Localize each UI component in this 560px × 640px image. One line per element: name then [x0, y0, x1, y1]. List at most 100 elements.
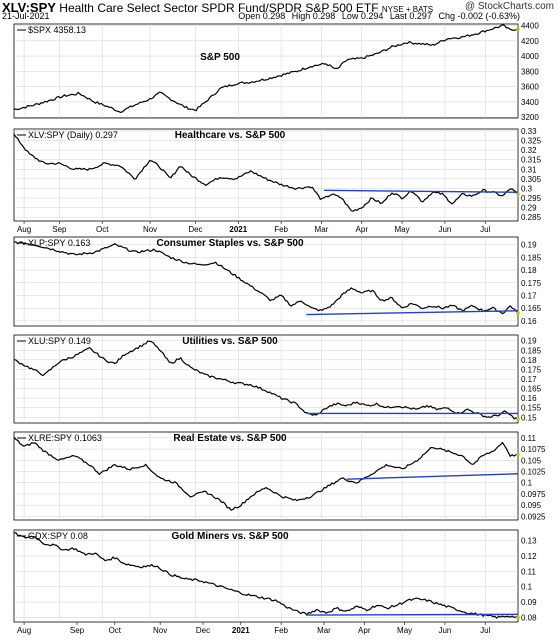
low-value: Low 0.294	[341, 11, 384, 21]
trendline	[323, 189, 519, 193]
x-tick-label: Mar	[317, 626, 331, 635]
y-tick-label: 0.095	[521, 501, 542, 510]
y-tick-label: 0.17	[521, 291, 537, 300]
y-tick-label: 3200	[521, 113, 539, 122]
panel-title: Real Estate vs. S&P 500	[173, 433, 287, 444]
y-tick-label: 0.175	[521, 279, 542, 288]
y-tick-label: 0.1075	[521, 445, 546, 454]
last-value-marker	[516, 417, 520, 421]
high-value: High 0.298	[291, 11, 336, 21]
y-tick-label: 0.175	[521, 365, 542, 374]
trendline	[346, 473, 519, 480]
y-tick-label: 0.18	[521, 266, 537, 275]
y-tick-label: 0.19	[521, 337, 537, 346]
series-line	[13, 436, 519, 511]
x-tick-label: May	[397, 626, 412, 635]
last-value-marker	[516, 311, 520, 316]
panel-title: S&P 500	[200, 52, 240, 63]
y-tick-label: 0.18	[521, 356, 537, 365]
x-tick-label: Jul	[480, 626, 490, 635]
last-value-marker	[516, 26, 520, 31]
x-tick-label: Jun	[438, 626, 451, 635]
x-tick-label: Aug	[17, 225, 31, 234]
open-value: Open 0.298	[238, 11, 286, 21]
series-line	[13, 532, 519, 619]
series-line	[13, 24, 519, 114]
x-tick-label: Oct	[109, 626, 122, 635]
x-tick-label: Mar	[315, 225, 329, 234]
y-tick-label: 0.1	[521, 479, 533, 488]
x-tick-label: Feb	[274, 626, 288, 635]
y-tick-label: 0.0925	[521, 512, 546, 521]
last-value: Last 0.297	[389, 11, 432, 21]
last-value-marker	[516, 192, 520, 196]
y-tick-label: 0.155	[521, 404, 542, 413]
y-tick-label: 0.325	[521, 137, 542, 146]
y-tick-label: 4400	[521, 22, 539, 31]
y-tick-label: 0.11	[521, 434, 537, 443]
trendline	[306, 310, 519, 316]
panel-3: 0.16 0.165 0.17 0.175 0.18 0.185 0.19 XLP:SPY 0…	[13, 236, 542, 327]
x-tick-label: Dec	[196, 626, 210, 635]
y-tick-label: 0.29	[521, 204, 537, 213]
y-tick-label: 0.15	[521, 413, 537, 422]
x-tick-label: Oct	[96, 225, 109, 234]
panel-frame	[13, 529, 519, 623]
panel-title: Utilities vs. S&P 500	[182, 336, 278, 347]
chart-header: XLV:SPY Health Care Select Sector SPDR F…	[0, 0, 560, 22]
y-tick-label: 0.17	[521, 375, 537, 384]
quote-summary: Open 0.298 High 0.298 Low 0.294 Last 0.2…	[234, 11, 520, 21]
y-tick-label: 0.285	[521, 213, 542, 222]
y-tick-label: 0.13	[521, 537, 537, 546]
y-tick-label: 0.12	[521, 552, 537, 561]
y-tick-label: 0.33	[521, 127, 537, 136]
trendline	[306, 613, 519, 616]
x-tick-label: Jul	[480, 225, 490, 234]
symbol: XLV:SPY	[2, 0, 56, 15]
x-tick-label: 2021	[229, 225, 247, 234]
chart-date: 21-Jul-2021	[2, 11, 50, 21]
last-value-marker	[516, 452, 520, 457]
series-line	[13, 340, 519, 420]
y-tick-label: 0.16	[521, 394, 537, 403]
y-tick-label: 0.105	[521, 456, 542, 465]
y-tick-label: 0.315	[521, 156, 542, 165]
y-tick-label: 0.32	[521, 146, 537, 155]
y-tick-label: 0.185	[521, 346, 542, 355]
y-tick-label: 4000	[521, 52, 539, 61]
panel-1: 3200 3400 3600 3800 4000 4200 4400 $SPX 4358.13…	[13, 22, 539, 122]
panel-label: XLU:SPY 0.149	[28, 336, 91, 346]
x-tick-label: Nov	[143, 225, 157, 234]
x-tick-label: Dec	[188, 225, 202, 234]
panel-frame	[13, 23, 519, 119]
x-tick-label: Apr	[356, 225, 369, 234]
x-tick-label: Sep	[52, 225, 67, 234]
x-tick-label: Apr	[358, 626, 371, 635]
x-tick-label: Aug	[17, 626, 31, 635]
y-tick-label: 0.0975	[521, 490, 546, 499]
y-tick-label: 0.11	[521, 567, 537, 576]
stockcharts-logo: @ StockCharts.com	[464, 1, 554, 12]
y-tick-label: 0.08	[521, 613, 537, 622]
x-tick-label: 2021	[232, 626, 250, 635]
security-name: Health Care Select Sector SPDR Fund/SPDR…	[59, 1, 379, 15]
series-line	[13, 133, 519, 212]
panel-frame	[13, 128, 519, 222]
panel-title: Healthcare vs. S&P 500	[175, 130, 286, 141]
y-tick-label: 0.1025	[521, 468, 546, 477]
panel-frame	[13, 236, 519, 327]
y-tick-label: 0.31	[521, 165, 537, 174]
panel-6: 0.08 0.09 0.1 0.11 0.12 0.13 GDX:SPY 0.08 Gold …	[13, 529, 537, 623]
y-tick-label: 3600	[521, 83, 539, 92]
y-tick-label: 0.09	[521, 598, 537, 607]
y-tick-label: 0.305	[521, 175, 542, 184]
x-tick-label: Sep	[70, 626, 85, 635]
panel-title: Gold Miners vs. S&P 500	[171, 531, 289, 542]
y-tick-label: 0.19	[521, 241, 537, 250]
panel-label: $SPX 4358.13	[28, 25, 86, 35]
panel-label: XLP:SPY 0.163	[28, 238, 90, 248]
last-value-marker	[516, 615, 520, 620]
y-tick-label: 0.295	[521, 194, 542, 203]
x-tick-label: Feb	[274, 225, 288, 234]
